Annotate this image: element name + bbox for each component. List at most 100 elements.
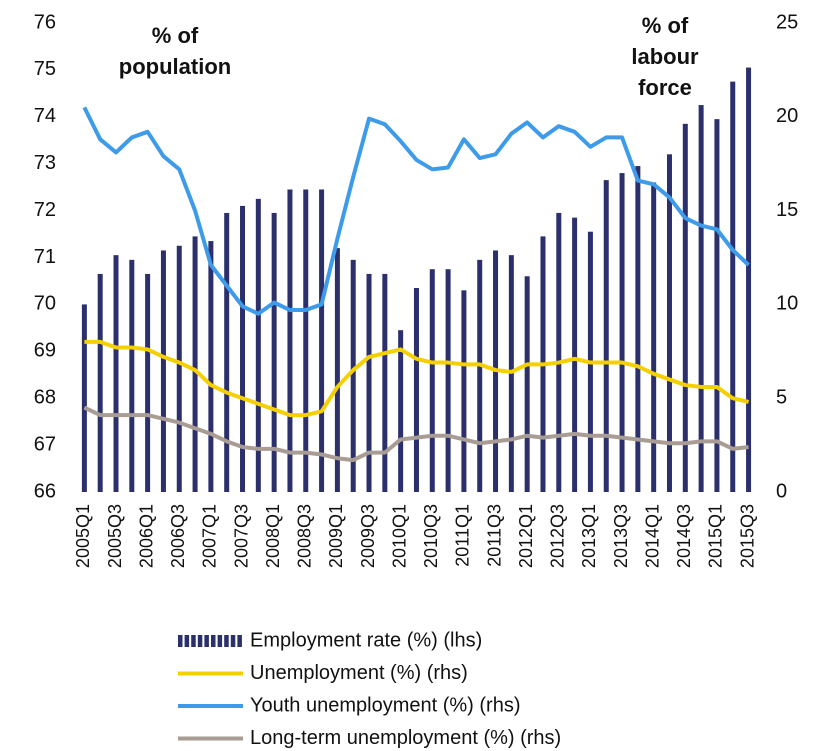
bar bbox=[635, 166, 641, 493]
bar bbox=[714, 119, 720, 493]
bar bbox=[271, 212, 277, 492]
y-tick-label: 71 bbox=[34, 246, 56, 268]
y-tick-label: 69 bbox=[34, 340, 56, 362]
bar bbox=[603, 180, 609, 493]
x-tick-label: 2007Q1 bbox=[200, 504, 220, 568]
legend-swatch bbox=[224, 635, 229, 647]
legend-swatch bbox=[197, 635, 203, 647]
bar bbox=[129, 259, 135, 492]
legend-swatch bbox=[211, 635, 216, 647]
y-tick-label: 67 bbox=[34, 433, 56, 455]
x-tick-label: 2014Q1 bbox=[642, 504, 662, 568]
legend-swatch bbox=[237, 635, 242, 647]
bar bbox=[619, 173, 625, 492]
bar bbox=[208, 241, 214, 492]
x-tick-label: 2006Q1 bbox=[136, 504, 156, 568]
bar bbox=[176, 245, 182, 492]
x-tick-label: 2013Q1 bbox=[579, 504, 599, 568]
legend-label: Employment rate (%) (lhs) bbox=[250, 629, 482, 651]
y-tick-label: 73 bbox=[34, 152, 56, 174]
legend-swatch bbox=[230, 635, 236, 647]
bar bbox=[398, 330, 404, 492]
legend-swatch bbox=[204, 635, 209, 647]
y2-tick-label: 0 bbox=[776, 480, 787, 502]
annotation: labour bbox=[631, 44, 699, 69]
bar bbox=[160, 250, 166, 492]
legend-label: Youth unemployment (%) (rhs) bbox=[250, 694, 521, 716]
x-tick-label: 2015Q1 bbox=[706, 504, 726, 568]
bar bbox=[461, 290, 467, 492]
bar bbox=[746, 67, 752, 493]
legend-label: Long-term unemployment (%) (rhs) bbox=[250, 727, 561, 749]
legend-swatch bbox=[191, 635, 196, 647]
x-tick-label: 2008Q1 bbox=[263, 504, 283, 568]
x-tick-label: 2010Q3 bbox=[421, 504, 441, 568]
bar bbox=[240, 205, 246, 492]
bar bbox=[145, 273, 151, 492]
line bbox=[84, 339, 750, 418]
legend-swatch bbox=[217, 635, 223, 647]
line bbox=[83, 405, 749, 463]
x-tick-label: 2005Q1 bbox=[73, 504, 93, 568]
bar bbox=[698, 105, 704, 492]
bar bbox=[334, 248, 340, 492]
bar bbox=[224, 212, 230, 492]
x-tick-label: 2007Q3 bbox=[231, 504, 251, 568]
bar bbox=[682, 123, 688, 493]
bar bbox=[382, 273, 388, 492]
bar bbox=[429, 269, 435, 492]
x-tick-label: 2014Q3 bbox=[674, 504, 694, 568]
y2-tick-label: 10 bbox=[776, 293, 798, 315]
x-tick-label: 2011Q3 bbox=[484, 504, 504, 567]
legend-swatch bbox=[178, 635, 183, 647]
bar bbox=[287, 189, 293, 492]
bar bbox=[651, 182, 657, 492]
bar bbox=[366, 273, 372, 492]
y2-tick-label: 20 bbox=[776, 105, 798, 127]
x-tick-label: 2013Q3 bbox=[611, 504, 631, 568]
y-tick-label: 76 bbox=[34, 11, 56, 33]
bar bbox=[255, 198, 261, 492]
annotation: force bbox=[638, 75, 692, 100]
bar bbox=[113, 255, 119, 492]
y-tick-label: 70 bbox=[34, 293, 56, 315]
bar bbox=[666, 154, 672, 492]
legend-label: Unemployment (%) (rhs) bbox=[250, 662, 468, 684]
x-tick-label: 2010Q1 bbox=[389, 504, 409, 568]
y-tick-label: 75 bbox=[34, 58, 56, 80]
y-tick-label: 74 bbox=[34, 105, 56, 127]
y2-tick-label: 5 bbox=[776, 386, 787, 408]
x-tick-label: 2011Q1 bbox=[453, 504, 473, 567]
y-tick-label: 72 bbox=[34, 199, 56, 221]
line bbox=[82, 106, 750, 316]
x-tick-label: 2015Q3 bbox=[737, 504, 757, 568]
x-tick-label: 2009Q3 bbox=[358, 504, 378, 568]
bar bbox=[572, 217, 578, 492]
bar bbox=[192, 236, 198, 492]
legend-swatch bbox=[184, 635, 190, 647]
y2-tick-label: 15 bbox=[776, 199, 798, 221]
bar bbox=[350, 259, 356, 492]
bar bbox=[556, 212, 562, 492]
bar bbox=[413, 287, 419, 492]
bar bbox=[477, 259, 483, 492]
bar bbox=[445, 269, 451, 492]
y2-tick-label: 25 bbox=[776, 11, 798, 33]
bar bbox=[81, 304, 87, 492]
bar bbox=[97, 273, 103, 492]
annotation: % of bbox=[642, 13, 689, 38]
x-tick-label: 2009Q1 bbox=[326, 504, 346, 568]
x-tick-label: 2006Q3 bbox=[168, 504, 188, 568]
x-tick-label: 2012Q1 bbox=[516, 504, 536, 568]
bar bbox=[730, 81, 736, 492]
bar bbox=[319, 189, 325, 492]
x-tick-label: 2008Q3 bbox=[295, 504, 315, 568]
x-tick-label: 2005Q3 bbox=[105, 504, 125, 568]
bar bbox=[303, 189, 309, 492]
y-tick-label: 68 bbox=[34, 386, 56, 408]
y-tick-label: 66 bbox=[34, 480, 56, 502]
annotation: % of bbox=[152, 23, 199, 48]
annotation: population bbox=[119, 54, 231, 79]
bar bbox=[524, 276, 530, 492]
